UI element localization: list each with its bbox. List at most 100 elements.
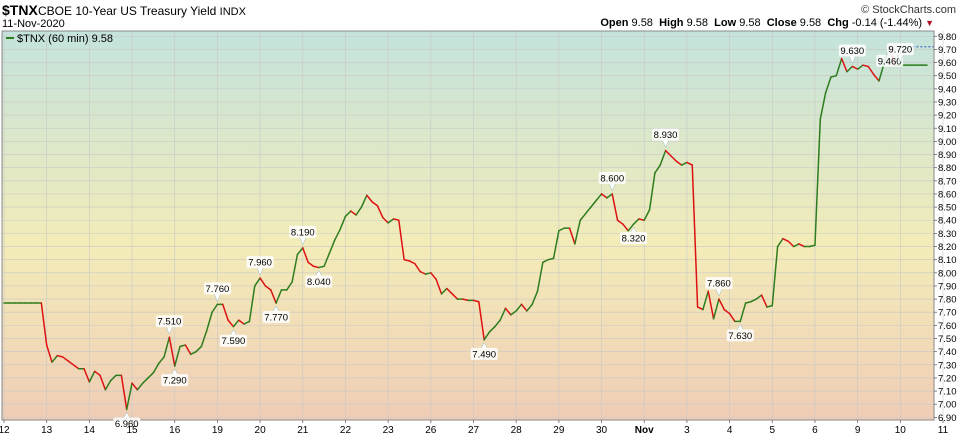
annotation-label: 7.490 bbox=[472, 349, 496, 360]
x-tick-label: 11 bbox=[938, 425, 949, 436]
price-segment bbox=[611, 193, 619, 221]
y-tick-label: 7.00 bbox=[938, 400, 957, 411]
annotation-label: 9.720 bbox=[888, 45, 912, 56]
y-tick-label: 8.70 bbox=[938, 176, 957, 187]
price-segment bbox=[120, 374, 128, 411]
annotation-label: 8.190 bbox=[291, 227, 315, 238]
price-segment bbox=[579, 212, 587, 221]
x-tick-label: 12 bbox=[0, 425, 10, 436]
price-annotation: 8.600 bbox=[598, 171, 626, 192]
price-segment bbox=[446, 287, 453, 295]
y-tick-label: 8.40 bbox=[938, 216, 957, 227]
y-tick-label: 7.40 bbox=[938, 347, 957, 358]
y-tick-label: 7.30 bbox=[938, 360, 957, 371]
price-segment bbox=[552, 230, 560, 260]
price-segment bbox=[712, 298, 720, 320]
price-segment bbox=[526, 303, 533, 312]
y-tick-label: 7.90 bbox=[938, 281, 957, 292]
annotation-pointer bbox=[315, 270, 322, 276]
y-tick-label: 8.90 bbox=[938, 150, 957, 161]
annotation-label: 7.510 bbox=[158, 317, 182, 328]
annotation-box bbox=[652, 128, 680, 141]
price-annotation: 7.490 bbox=[470, 342, 498, 360]
price-annotation: 7.760 bbox=[203, 282, 231, 302]
price-segment bbox=[136, 382, 144, 391]
price-annotation: 7.590 bbox=[219, 329, 247, 347]
price-segment bbox=[264, 285, 272, 291]
y-tick-label: 8.60 bbox=[938, 189, 957, 200]
price-segment bbox=[574, 219, 581, 245]
price-segment bbox=[590, 199, 597, 208]
price-segment bbox=[291, 253, 299, 283]
price-segment bbox=[771, 245, 779, 307]
price-segment bbox=[851, 65, 859, 70]
price-segment bbox=[168, 336, 176, 367]
x-tick-label: 30 bbox=[596, 425, 608, 436]
price-segment bbox=[141, 377, 149, 384]
quote-summary: Open 9.58 High 9.58 Low 9.58 Close 9.58 … bbox=[600, 17, 934, 29]
price-segment bbox=[622, 223, 629, 232]
annotation-label: 8.040 bbox=[307, 277, 331, 288]
price-segment bbox=[670, 155, 677, 162]
price-segment bbox=[344, 210, 352, 218]
price-annotation: 7.960 bbox=[246, 256, 274, 276]
price-segment bbox=[862, 64, 870, 68]
annotation-box bbox=[219, 334, 247, 347]
price-segment bbox=[504, 307, 512, 316]
annotation-box bbox=[289, 225, 317, 238]
annotation-box bbox=[598, 171, 626, 184]
price-segment bbox=[654, 164, 661, 174]
x-tick-label: 9 bbox=[855, 425, 861, 436]
annotation-box bbox=[620, 232, 648, 245]
price-segment bbox=[83, 367, 91, 383]
price-segment bbox=[61, 356, 69, 362]
price-segment bbox=[205, 311, 213, 332]
price-segment bbox=[307, 261, 315, 267]
y-tick-label: 9.60 bbox=[938, 58, 957, 69]
price-segment bbox=[627, 223, 635, 232]
y-tick-label: 9.20 bbox=[938, 111, 957, 122]
price-segment bbox=[270, 289, 277, 304]
price-annotation: 9.720 bbox=[886, 43, 914, 63]
annotation-label: 7.770 bbox=[264, 313, 288, 324]
annotation-pointer bbox=[715, 288, 723, 297]
annotation-box bbox=[705, 277, 733, 290]
x-tick-label: Nov bbox=[635, 425, 654, 436]
y-tick-label: 6.90 bbox=[938, 413, 957, 424]
price-segment bbox=[750, 298, 758, 303]
price-segment bbox=[856, 64, 864, 70]
price-segment bbox=[782, 237, 790, 243]
y-tick-label: 9.40 bbox=[938, 84, 957, 95]
exchange: INDX bbox=[219, 6, 246, 18]
price-segment bbox=[403, 258, 411, 262]
credit[interactable]: © StockCharts.com bbox=[861, 4, 956, 16]
price-annotation: 7.630 bbox=[726, 323, 754, 342]
annotation-pointer bbox=[630, 226, 637, 233]
price-segment bbox=[243, 320, 251, 325]
price-segment bbox=[488, 325, 496, 333]
price-segment bbox=[387, 218, 395, 224]
price-segment bbox=[600, 193, 608, 199]
price-annotation: 8.320 bbox=[620, 226, 648, 245]
price-segment bbox=[339, 215, 347, 231]
y-tick-label: 7.50 bbox=[938, 334, 957, 345]
y-tick-label: 7.80 bbox=[938, 295, 957, 306]
price-segment bbox=[109, 374, 117, 382]
price-annotation: 9.630 bbox=[838, 44, 866, 65]
price-segment bbox=[238, 319, 245, 325]
price-segment bbox=[830, 74, 838, 78]
symbol[interactable]: $TNX bbox=[2, 2, 38, 18]
x-tick-label: 16 bbox=[169, 425, 181, 436]
annotation-pointer bbox=[299, 237, 307, 246]
price-segment bbox=[179, 344, 187, 348]
x-tick-label: 4 bbox=[727, 425, 733, 436]
price-segment bbox=[638, 218, 645, 221]
price-segment bbox=[328, 239, 336, 254]
price-segment bbox=[323, 252, 331, 267]
y-tick-label: 9.50 bbox=[938, 71, 957, 82]
price-segment bbox=[568, 227, 576, 245]
annotation-box bbox=[305, 275, 333, 288]
x-tick-label: 3 bbox=[684, 425, 690, 436]
price-segment bbox=[366, 194, 373, 203]
